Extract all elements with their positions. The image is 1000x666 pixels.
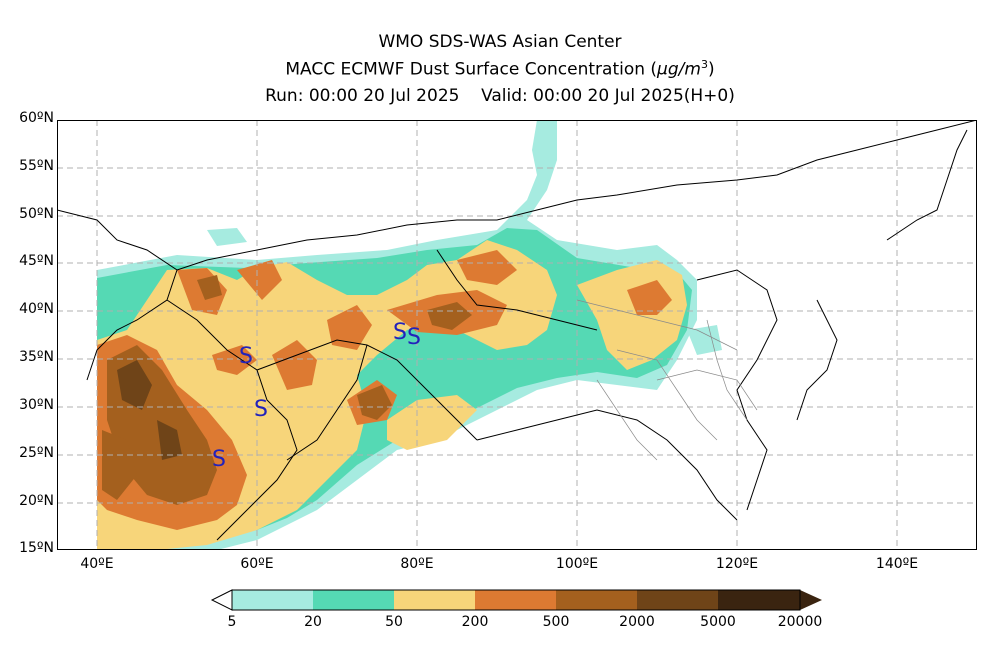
storm-symbol: S <box>407 325 421 350</box>
colorbar-label: 5000 <box>700 614 736 630</box>
colorbar-swatch <box>556 590 637 610</box>
graticule <box>57 120 977 550</box>
colorbar-label: 20 <box>304 614 322 630</box>
subtitle-text: MACC ECMWF Dust Surface Concentration ( <box>285 59 658 80</box>
colorbar-label: 5 <box>227 614 237 630</box>
lat-label: 20ºN <box>19 493 54 509</box>
map-title: WMO SDS-WAS Asian Center <box>378 32 622 52</box>
lat-label: 15ºN <box>19 540 54 556</box>
lon-label: 40ºE <box>80 556 114 572</box>
colorbar-swatch <box>232 590 313 610</box>
lon-label: 100ºE <box>555 556 599 572</box>
colorbar-low-arrow <box>210 589 233 611</box>
subtitle-close: ) <box>707 59 715 80</box>
lat-label: 35ºN <box>19 349 54 365</box>
storm-symbol: S <box>393 320 407 345</box>
storm-symbol: S <box>254 397 268 422</box>
dust-level-2000-5000 <box>117 360 182 460</box>
lat-label: 60ºN <box>19 110 54 126</box>
lon-label: 80ºE <box>400 556 434 572</box>
run-valid-line: Run: 00:00 20 Jul 2025 Valid: 00:00 20 J… <box>265 86 735 106</box>
lat-label: 50ºN <box>19 206 54 222</box>
dust-map: S S S S S <box>57 120 977 550</box>
storm-symbol: S <box>212 447 226 472</box>
lon-label: 120ºE <box>715 556 759 572</box>
province-borders <box>576 299 758 461</box>
colorbar-label: 2000 <box>619 614 655 630</box>
colorbar-swatch <box>313 590 394 610</box>
colorbar-label: 500 <box>542 614 570 630</box>
lat-label: 45ºN <box>19 253 54 269</box>
lat-label: 30ºN <box>19 397 54 413</box>
country-borders <box>57 120 977 541</box>
colorbar-label: 50 <box>385 614 403 630</box>
colorbar-swatch <box>394 590 475 610</box>
subtitle-unit: g/m <box>667 59 701 80</box>
dust-storm-symbols: S S S S S <box>212 320 421 472</box>
subtitle-mu: μ <box>657 59 668 80</box>
map-subtitle: MACC ECMWF Dust Surface Concentration (μ… <box>0 58 1000 80</box>
lon-label: 60ºE <box>240 556 274 572</box>
colorbar-label: 20000 <box>777 614 823 630</box>
colorbar-swatch <box>718 590 800 610</box>
colorbar-label: 200 <box>461 614 489 630</box>
colorbar-swatch <box>637 590 718 610</box>
lat-label: 25ºN <box>19 445 54 461</box>
subtitle-exponent: 3 <box>700 58 708 71</box>
colorbar-high-arrow <box>800 590 822 610</box>
colorbar <box>210 589 822 611</box>
lat-label: 40ºN <box>19 301 54 317</box>
lon-label: 140ºE <box>875 556 919 572</box>
lat-label: 55ºN <box>19 158 54 174</box>
colorbar-swatch <box>475 590 556 610</box>
storm-symbol: S <box>239 344 253 369</box>
